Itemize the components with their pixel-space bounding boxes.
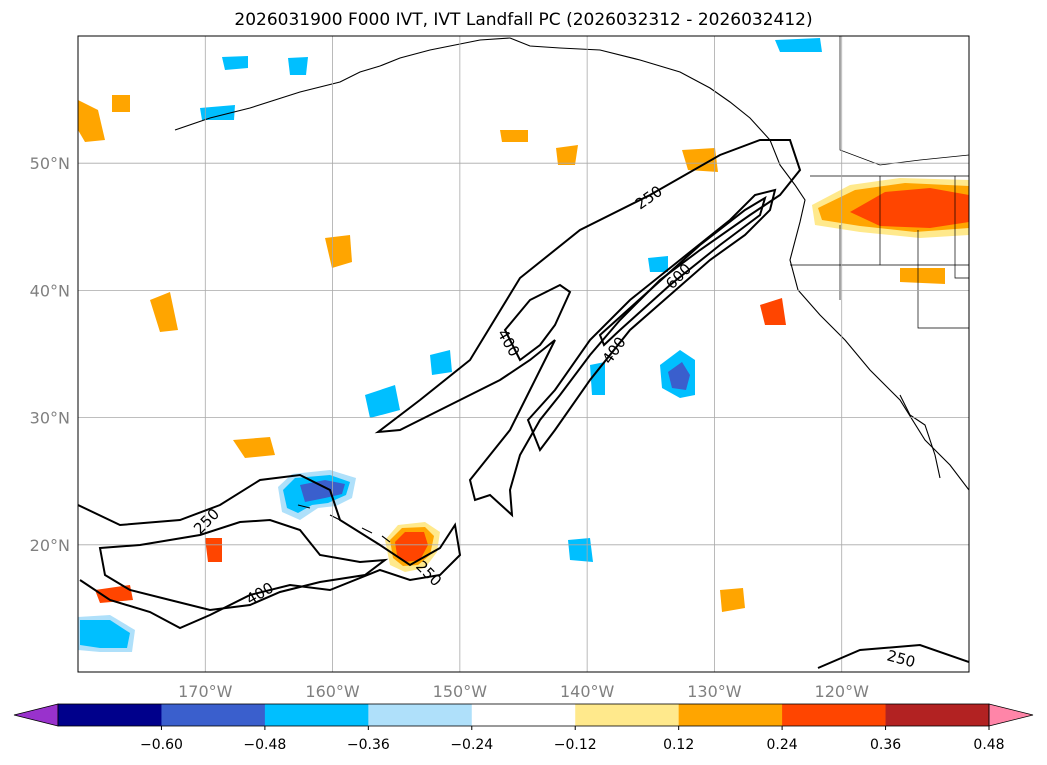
colorbar-segment bbox=[885, 704, 990, 726]
map-frame bbox=[77, 35, 970, 673]
pc-negative-region bbox=[648, 256, 668, 272]
pc-positive-region bbox=[500, 130, 528, 142]
latitude-tick-label: 20°N bbox=[30, 536, 70, 555]
colorbar: −0.60 −0.48 −0.36 −0.24 −0.12 0.12 0.24 0.36 0.4… bbox=[13, 703, 1034, 753]
pc-positive-region bbox=[95, 585, 133, 603]
pc-negative-region bbox=[568, 538, 593, 562]
colorbar-segment bbox=[678, 704, 783, 726]
colorbar-tick-label: 0.36 bbox=[870, 737, 901, 753]
colorbar-segment bbox=[368, 704, 473, 726]
pc-negative-region bbox=[668, 362, 690, 390]
colorbar-segment bbox=[782, 704, 887, 726]
pc-positive-region bbox=[150, 292, 178, 332]
pc-negative-region bbox=[222, 56, 248, 70]
pc-negative-region bbox=[300, 480, 345, 502]
colorbar-frame bbox=[57, 703, 990, 727]
pc-positive-region bbox=[325, 235, 352, 268]
ivt-contours bbox=[78, 139, 969, 669]
latitude-labels: 20°N 30°N 40°N 50°N bbox=[30, 154, 70, 555]
pc-negative-region bbox=[775, 38, 822, 52]
colorbar-tick-label: −0.48 bbox=[243, 737, 286, 753]
longitude-tick-label: 150°W bbox=[433, 682, 488, 701]
latitude-tick-label: 30°N bbox=[30, 409, 70, 428]
colorbar-tick-label: 0.12 bbox=[663, 737, 694, 753]
ivt-contour-250 bbox=[817, 643, 969, 669]
borders bbox=[790, 36, 969, 329]
ivt-contour-250 bbox=[78, 473, 462, 630]
colorbar-extend-low bbox=[13, 703, 59, 727]
colorbar-extend-high bbox=[988, 703, 1034, 727]
longitude-tick-label: 120°W bbox=[815, 682, 870, 701]
pc-positive-region bbox=[900, 268, 945, 284]
colorbar-segment bbox=[471, 704, 576, 726]
pc-negative-region bbox=[200, 105, 235, 120]
ivt-contour-400 bbox=[98, 518, 389, 612]
colorbar-segment bbox=[575, 704, 680, 726]
colorbar-tick-label: 0.48 bbox=[973, 737, 1004, 753]
map-title: 2026031900 F000 IVT, IVT Landfall PC (20… bbox=[234, 10, 813, 30]
pc-positive-region bbox=[78, 100, 105, 142]
pc-positive-region bbox=[233, 437, 275, 458]
colorbar-tick-label: 0.24 bbox=[767, 737, 798, 753]
longitude-labels: 170°W 160°W 150°W 140°W 130°W 120°W bbox=[178, 682, 869, 701]
pc-positive-region bbox=[720, 588, 745, 612]
ivt-contour-400 bbox=[503, 283, 572, 362]
colorbar-tick-label: −0.60 bbox=[140, 737, 183, 753]
pc-negative-region bbox=[80, 620, 130, 648]
pc-negative-region bbox=[590, 362, 605, 395]
gridlines bbox=[78, 36, 969, 672]
pc-positive-region bbox=[682, 148, 718, 172]
pc-negative-region bbox=[288, 57, 308, 75]
ivt-contour-250 bbox=[374, 139, 802, 518]
colorbar-tick-label: −0.36 bbox=[347, 737, 390, 753]
colorbar-segment bbox=[264, 704, 369, 726]
latitude-tick-label: 50°N bbox=[30, 154, 70, 173]
colorbar-segment bbox=[58, 704, 162, 726]
coastlines bbox=[174, 37, 969, 543]
ivt-contour-400 bbox=[526, 188, 777, 453]
colorbar-segment bbox=[161, 704, 266, 726]
pc-positive-region bbox=[112, 95, 130, 112]
colorbar-tick-label: −0.12 bbox=[554, 737, 597, 753]
pc-positive-region bbox=[760, 298, 786, 325]
ivt-contour-600 bbox=[598, 195, 767, 347]
pc-positive-region bbox=[556, 145, 578, 165]
pc-positive-region bbox=[395, 532, 428, 562]
longitude-tick-label: 130°W bbox=[687, 682, 742, 701]
colorbar-tick-label: −0.24 bbox=[450, 737, 493, 753]
longitude-tick-label: 170°W bbox=[178, 682, 233, 701]
pc-negative-region bbox=[430, 350, 452, 375]
longitude-tick-label: 140°W bbox=[560, 682, 615, 701]
pc-positive-region bbox=[205, 538, 222, 562]
longitude-tick-label: 160°W bbox=[305, 682, 360, 701]
latitude-tick-label: 40°N bbox=[30, 281, 70, 300]
pc-negative-region bbox=[365, 385, 400, 418]
